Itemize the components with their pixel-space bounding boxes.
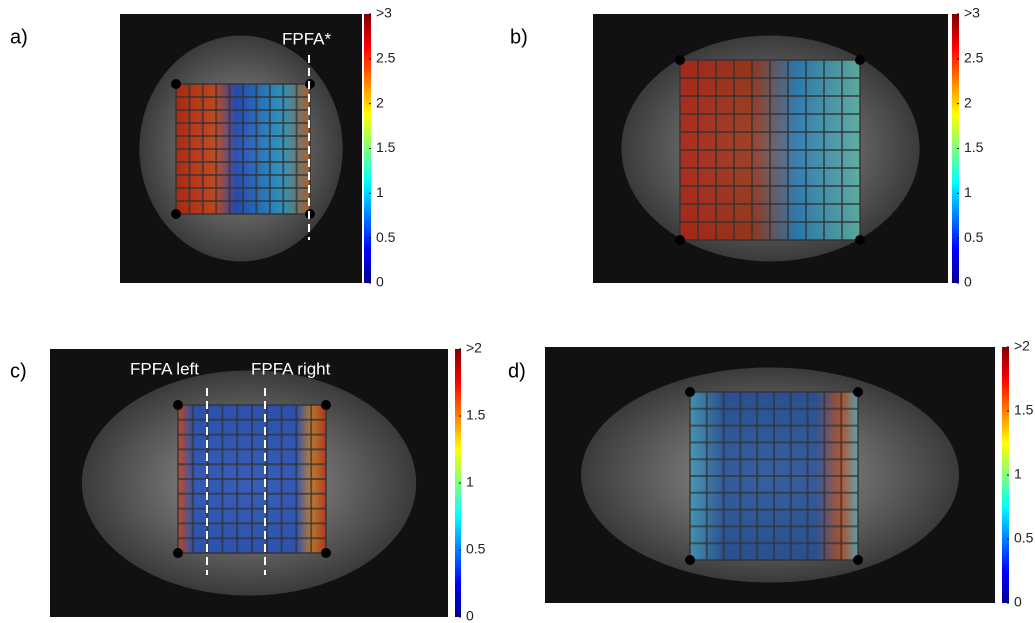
corner-post: [685, 387, 695, 397]
colorbar-tick-label: 0.5: [1014, 530, 1034, 546]
colorbar-tick-label: 1.5: [466, 407, 486, 423]
panel-label: a): [10, 26, 28, 48]
colorbar-tick-label: 1.5: [1014, 402, 1034, 418]
colorbar-tick-label: 1.5: [964, 139, 984, 155]
corner-post: [675, 55, 685, 65]
colorbar-tick-label: 0: [466, 608, 474, 623]
corner-post: [321, 548, 331, 558]
annotation: FPFA left: [130, 359, 199, 378]
colorbar-tick-label: 0.5: [376, 229, 396, 245]
colorbar-tick-label: 0: [1014, 594, 1022, 610]
corner-post: [171, 79, 181, 89]
corner-post: [853, 555, 863, 565]
colorbar-tick-label: 1.5: [376, 139, 396, 155]
colorbar-tick-label: 2: [964, 94, 972, 110]
figure: a) FPFA* 0 0.5 1 1.5 2 2.5 >3 b) 0 0.5 1 1.5 2 2.5 >3 c) F…: [0, 0, 1035, 623]
colorbar-tick-label: 0: [964, 274, 972, 290]
colorbar-tick-label: 0: [376, 274, 384, 290]
corner-post: [685, 555, 695, 565]
colorbar-tick-label: 0.5: [466, 541, 486, 557]
panel-label: c): [10, 360, 27, 382]
corner-post: [855, 55, 865, 65]
colorbar-tick-label: 1: [466, 474, 474, 490]
corner-post: [171, 209, 181, 219]
corner-post: [853, 387, 863, 397]
annotation: FPFA right: [251, 359, 331, 378]
colorbar-tick-label: >3: [376, 5, 392, 21]
colorbar-tick-label: 0.5: [964, 229, 984, 245]
corner-post: [855, 235, 865, 245]
corner-post: [675, 235, 685, 245]
annotation: FPFA*: [282, 29, 332, 48]
colorbar-tick-label: 2: [376, 94, 384, 110]
colorbar-tick-label: 1: [1014, 466, 1022, 482]
corner-post: [321, 400, 331, 410]
colorbar-tick-label: 1: [376, 184, 384, 200]
corner-post: [173, 400, 183, 410]
panel-label: b): [510, 26, 528, 48]
colorbar-tick-label: 2.5: [964, 50, 984, 66]
colorbar-tick-label: 1: [964, 184, 972, 200]
corner-post: [173, 548, 183, 558]
colorbar-tick-label: 2.5: [376, 50, 396, 66]
colorbar-tick-label: >3: [964, 5, 980, 21]
colorbar-tick-label: >2: [466, 340, 482, 356]
colorbar-tick-label: >2: [1014, 338, 1030, 354]
panel-label: d): [508, 360, 526, 382]
